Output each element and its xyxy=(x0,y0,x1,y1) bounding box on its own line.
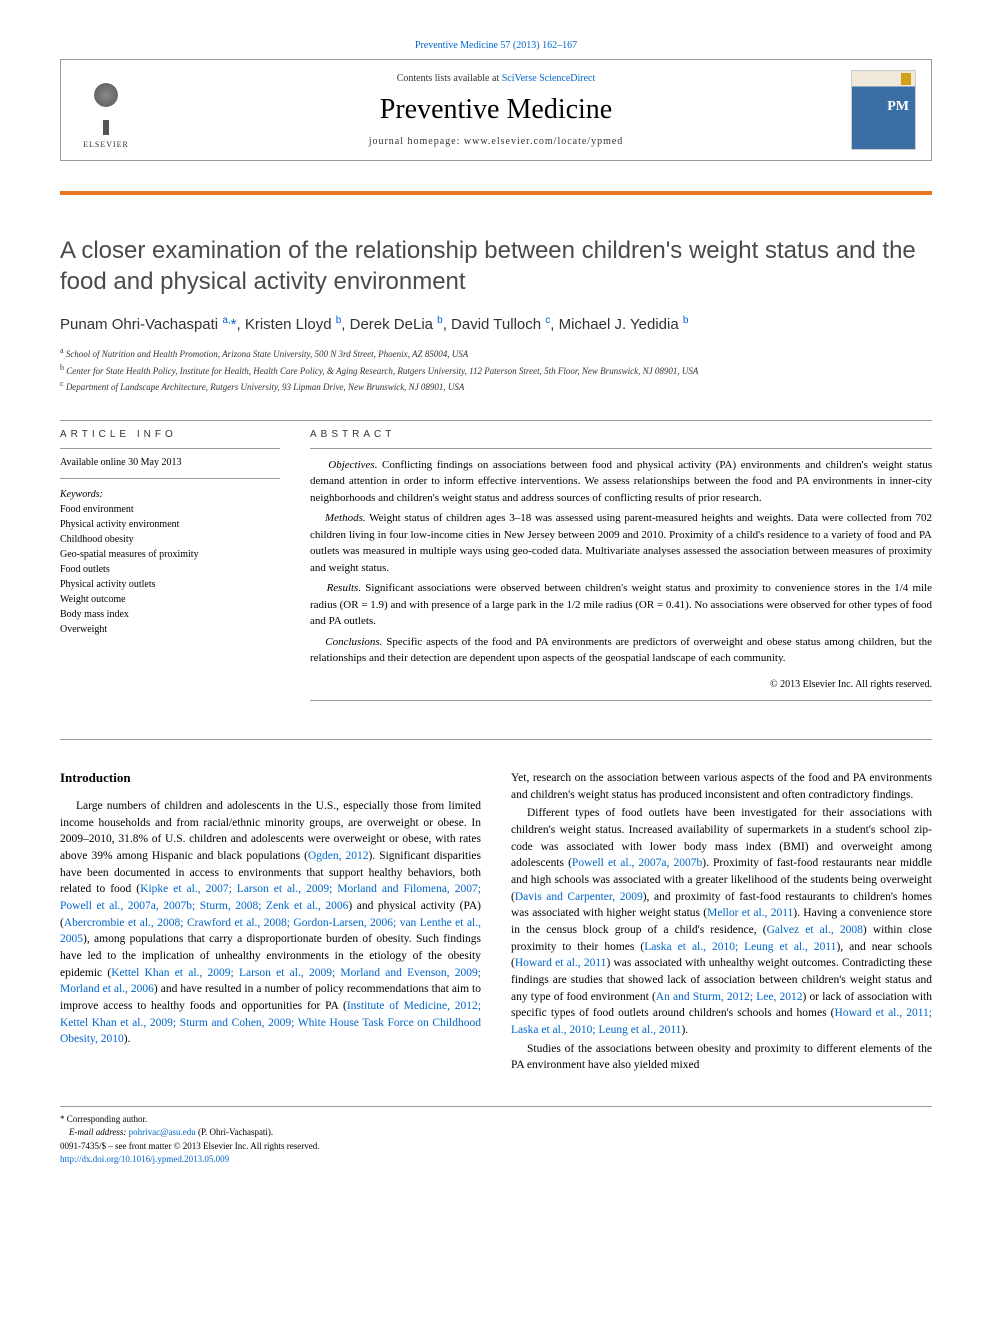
introduction-heading: Introduction xyxy=(60,770,481,786)
article-info-label: ARTICLE INFO xyxy=(60,429,280,440)
abstract-label: ABSTRACT xyxy=(310,429,932,440)
col2-para-1: Yet, research on the association between… xyxy=(511,770,932,803)
keyword-item: Body mass index xyxy=(60,607,280,622)
affiliation-c: c Department of Landscape Architecture, … xyxy=(60,378,932,395)
affiliation-b: b Center for State Health Policy, Instit… xyxy=(60,362,932,379)
citation-header: Preventive Medicine 57 (2013) 162–167 xyxy=(60,40,932,51)
journal-name: Preventive Medicine xyxy=(235,94,757,126)
footer: * Corresponding author. E-mail address: … xyxy=(60,1106,932,1167)
ref-galvez[interactable]: Galvez et al., 2008 xyxy=(767,924,863,936)
journal-cover-thumbnail xyxy=(851,70,916,150)
info-divider-1 xyxy=(60,448,280,449)
corresponding-author: * Corresponding author. xyxy=(60,1113,479,1127)
body-column-right: Yet, research on the association between… xyxy=(511,770,932,1076)
abstract-panel: ABSTRACT Objectives. Conflicting finding… xyxy=(310,429,932,709)
author-list: Punam Ohri-Vachaspati a,*, Kristen Lloyd… xyxy=(60,315,932,333)
publisher-name: ELSEVIER xyxy=(76,140,136,149)
keyword-item: Physical activity environment xyxy=(60,517,280,532)
elsevier-logo: ELSEVIER xyxy=(76,75,136,145)
body-column-left: Introduction Large numbers of children a… xyxy=(60,770,481,1076)
keyword-item: Weight outcome xyxy=(60,592,280,607)
col2-para-3: Studies of the associations between obes… xyxy=(511,1041,932,1074)
contents-list-line: Contents lists available at SciVerse Sci… xyxy=(235,73,757,84)
email-line: E-mail address: pohrivac@asu.edu (P. Ohr… xyxy=(60,1126,479,1140)
article-info-panel: ARTICLE INFO Available online 30 May 201… xyxy=(60,429,280,709)
ref-powell[interactable]: Powell et al., 2007a, 2007b xyxy=(572,857,702,869)
journal-header-box: ELSEVIER Contents lists available at Sci… xyxy=(60,59,932,161)
keywords-label: Keywords: xyxy=(60,489,280,500)
article-title: A closer examination of the relationship… xyxy=(60,235,932,297)
available-online: Available online 30 May 2013 xyxy=(60,457,280,468)
body-divider xyxy=(60,739,932,740)
info-divider-2 xyxy=(60,478,280,479)
keyword-item: Overweight xyxy=(60,622,280,637)
doi-link[interactable]: http://dx.doi.org/10.1016/j.ypmed.2013.0… xyxy=(60,1154,229,1164)
keyword-item: Food environment xyxy=(60,502,280,517)
abstract-methods: Methods. Weight status of children ages … xyxy=(310,510,932,576)
contents-prefix: Contents lists available at xyxy=(397,73,502,84)
doi-line: http://dx.doi.org/10.1016/j.ypmed.2013.0… xyxy=(60,1153,932,1167)
divider xyxy=(60,420,932,421)
keyword-item: Childhood obesity xyxy=(60,532,280,547)
keyword-item: Physical activity outlets xyxy=(60,577,280,592)
intro-para-1: Large numbers of children and adolescent… xyxy=(60,798,481,1048)
ref-ogden[interactable]: Ogden, 2012 xyxy=(308,850,369,862)
keyword-item: Food outlets xyxy=(60,562,280,577)
affiliation-a: a School of Nutrition and Health Promoti… xyxy=(60,345,932,362)
ref-laska[interactable]: Laska et al., 2010; Leung et al., 2011 xyxy=(644,941,836,953)
col2-para-2: Different types of food outlets have bee… xyxy=(511,805,932,1038)
journal-homepage: journal homepage: www.elsevier.com/locat… xyxy=(235,136,757,147)
ref-howard[interactable]: Howard et al., 2011 xyxy=(515,957,607,969)
issn-copyright: 0091-7435/$ – see front matter © 2013 El… xyxy=(60,1140,932,1154)
ref-sturm[interactable]: An and Sturm, 2012; Lee, 2012 xyxy=(656,991,803,1003)
accent-bar xyxy=(60,191,932,195)
citation-link[interactable]: Preventive Medicine 57 (2013) 162–167 xyxy=(415,40,577,51)
sciencedirect-link[interactable]: SciVerse ScienceDirect xyxy=(502,73,596,84)
keywords-list: Food environmentPhysical activity enviro… xyxy=(60,502,280,637)
abstract-divider xyxy=(310,448,932,449)
abstract-divider-bottom xyxy=(310,700,932,701)
keyword-item: Geo-spatial measures of proximity xyxy=(60,547,280,562)
ref-mellor[interactable]: Mellor et al., 2011 xyxy=(707,907,793,919)
abstract-conclusions: Conclusions. Specific aspects of the foo… xyxy=(310,634,932,667)
abstract-results: Results. Significant associations were o… xyxy=(310,580,932,630)
email-link[interactable]: pohrivac@asu.edu xyxy=(129,1127,196,1137)
ref-davis[interactable]: Davis and Carpenter, 2009 xyxy=(515,891,643,903)
abstract-copyright: © 2013 Elsevier Inc. All rights reserved… xyxy=(310,677,932,692)
affiliations: a School of Nutrition and Health Promoti… xyxy=(60,345,932,395)
abstract-objectives: Objectives. Conflicting findings on asso… xyxy=(310,457,932,507)
